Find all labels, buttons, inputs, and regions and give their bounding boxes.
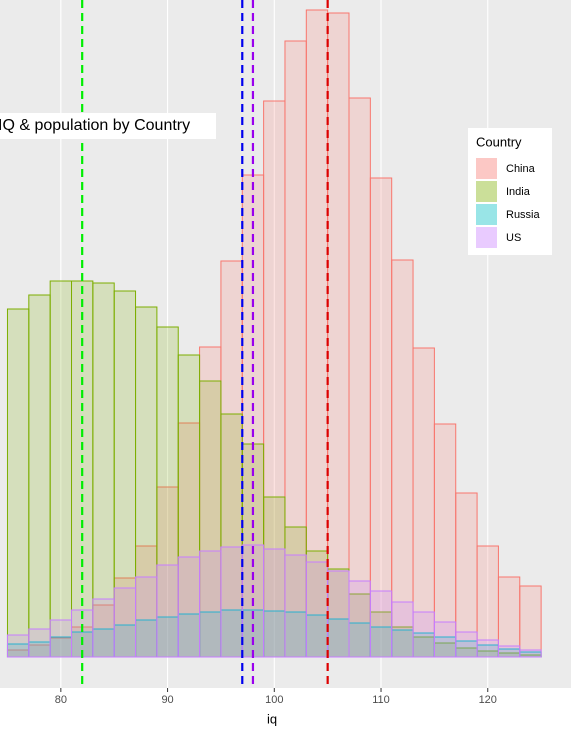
x-tick-label: 100 xyxy=(265,694,283,706)
bar xyxy=(476,639,499,658)
bar xyxy=(497,576,521,658)
bar xyxy=(49,619,73,658)
bar xyxy=(412,347,435,658)
bar xyxy=(6,634,30,658)
bar xyxy=(412,611,435,658)
bar xyxy=(433,621,457,658)
legend-key xyxy=(476,181,497,202)
bar xyxy=(135,576,158,658)
legend-key xyxy=(476,158,497,179)
bar xyxy=(92,598,115,658)
legend-swatch xyxy=(476,158,497,179)
x-tick-label: 110 xyxy=(372,694,390,706)
bar xyxy=(391,601,414,658)
bar xyxy=(113,587,137,658)
legend-label: Russia xyxy=(506,209,541,221)
legend-swatch xyxy=(476,181,497,202)
bar xyxy=(6,308,30,658)
x-axis-label: iq xyxy=(267,711,277,726)
bar xyxy=(284,554,307,658)
bar xyxy=(369,177,393,658)
legend-swatch xyxy=(476,204,497,225)
bar xyxy=(177,556,201,658)
bar xyxy=(220,546,243,658)
bar xyxy=(263,548,286,658)
legend-label: India xyxy=(506,186,531,198)
bar xyxy=(519,585,542,658)
bar xyxy=(199,550,222,658)
x-tick-label: 120 xyxy=(479,694,497,706)
bar xyxy=(28,294,51,658)
bar xyxy=(455,631,478,658)
bar xyxy=(348,580,371,658)
legend-swatch xyxy=(476,227,497,248)
legend-key xyxy=(476,227,497,248)
legend-label: US xyxy=(506,232,521,244)
bar xyxy=(369,590,393,658)
bar xyxy=(327,12,350,658)
legend-title: Country xyxy=(476,134,522,149)
legend-label: China xyxy=(506,163,536,175)
bar xyxy=(519,649,542,658)
bar xyxy=(156,564,179,658)
x-tick-label: 90 xyxy=(161,694,173,706)
bar xyxy=(49,280,73,658)
chart-title: IQ & population by Country xyxy=(0,117,190,134)
title-box xyxy=(0,113,216,139)
bar xyxy=(497,645,521,658)
x-tick-label: 80 xyxy=(55,694,67,706)
bar xyxy=(391,259,414,658)
bar xyxy=(28,628,51,658)
bar xyxy=(305,561,329,658)
bar xyxy=(327,570,350,658)
legend-key xyxy=(476,204,497,225)
bar xyxy=(348,97,371,658)
